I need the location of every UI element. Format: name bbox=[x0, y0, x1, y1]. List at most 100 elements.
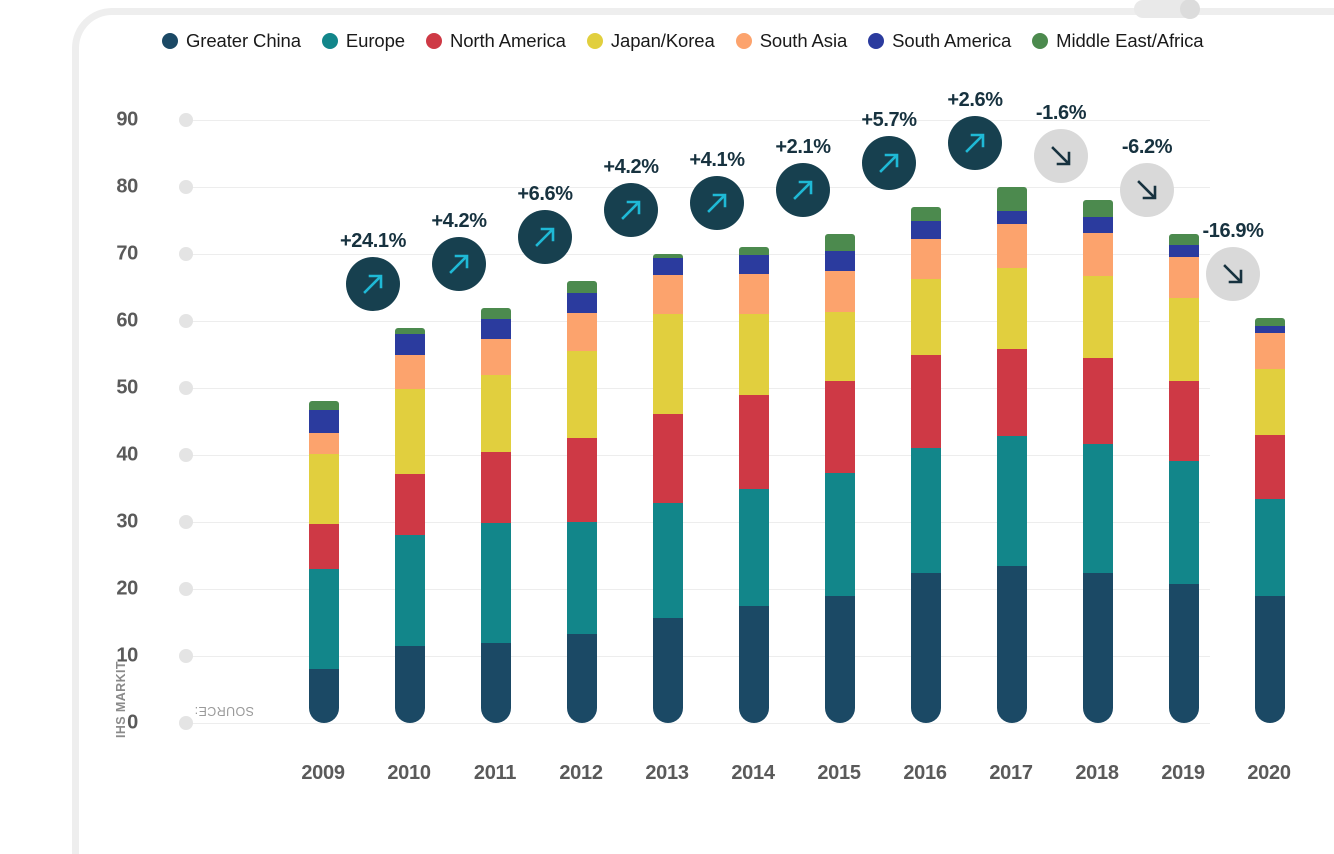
bar-segment[interactable] bbox=[739, 605, 769, 723]
bar-segment[interactable] bbox=[653, 502, 683, 618]
bar-segment[interactable] bbox=[567, 280, 597, 293]
bar-segment[interactable] bbox=[567, 313, 597, 351]
bar-segment[interactable] bbox=[1083, 217, 1113, 234]
bar-column-2019[interactable]: 2019 bbox=[1140, 105, 1226, 784]
bar-segment[interactable] bbox=[1255, 595, 1285, 723]
bar-segment[interactable] bbox=[997, 223, 1027, 269]
bar-column-2012[interactable]: 2012 bbox=[538, 105, 624, 784]
bar-segment[interactable] bbox=[1169, 584, 1199, 723]
growth-badge-2020[interactable]: -16.9% bbox=[1190, 220, 1276, 301]
bar-column-2014[interactable]: 2014 bbox=[710, 105, 796, 784]
bar-segment[interactable] bbox=[825, 251, 855, 271]
bar-segment[interactable] bbox=[911, 238, 941, 279]
bar-segment[interactable] bbox=[567, 292, 597, 313]
legend-item-europe[interactable]: Europe bbox=[321, 30, 405, 52]
bar-segment[interactable] bbox=[309, 568, 339, 670]
bar-segment[interactable] bbox=[481, 452, 511, 524]
bar-segment[interactable] bbox=[395, 535, 425, 646]
bar-segment[interactable] bbox=[997, 210, 1027, 224]
legend-item-greater_china[interactable]: Greater China bbox=[162, 30, 301, 52]
bar-segment[interactable] bbox=[1169, 461, 1199, 585]
bar-segment[interactable] bbox=[997, 268, 1027, 349]
bar-segment[interactable] bbox=[395, 645, 425, 723]
bar-segment[interactable] bbox=[1255, 434, 1285, 500]
bar-segment[interactable] bbox=[481, 339, 511, 376]
bar-segment[interactable] bbox=[739, 488, 769, 606]
bar-segment[interactable] bbox=[911, 572, 941, 723]
bar-segment[interactable] bbox=[911, 447, 941, 573]
bar-segment[interactable] bbox=[739, 395, 769, 489]
bar-segment[interactable] bbox=[1169, 233, 1199, 245]
stacked-bar[interactable] bbox=[309, 401, 339, 723]
bar-segment[interactable] bbox=[1083, 357, 1113, 445]
bar-segment[interactable] bbox=[653, 617, 683, 723]
growth-badge-2016[interactable]: +5.7% bbox=[846, 109, 932, 191]
bar-column-2013[interactable]: 2013 bbox=[624, 105, 710, 784]
bar-segment[interactable] bbox=[309, 410, 339, 433]
legend-item-japan_korea[interactable]: Japan/Korea bbox=[586, 30, 715, 52]
bar-segment[interactable] bbox=[1083, 444, 1113, 573]
bar-segment[interactable] bbox=[911, 278, 941, 355]
bar-segment[interactable] bbox=[653, 254, 683, 259]
bar-segment[interactable] bbox=[1255, 368, 1285, 435]
bar-segment[interactable] bbox=[1255, 325, 1285, 334]
bar-column-2015[interactable]: 2015 bbox=[796, 105, 882, 784]
bar-segment[interactable] bbox=[309, 524, 339, 569]
bar-column-2020[interactable]: 2020 bbox=[1226, 105, 1312, 784]
stacked-bar[interactable] bbox=[1255, 317, 1285, 723]
bar-column-2011[interactable]: 2011 bbox=[452, 105, 538, 784]
legend-item-south_america[interactable]: South America bbox=[868, 30, 1011, 52]
legend-item-south_asia[interactable]: South Asia bbox=[735, 30, 847, 52]
bar-segment[interactable] bbox=[997, 187, 1027, 211]
growth-badge-2010[interactable]: +24.1% bbox=[330, 230, 416, 311]
bar-segment[interactable] bbox=[739, 274, 769, 315]
bar-segment[interactable] bbox=[1169, 257, 1199, 298]
bar-column-2009[interactable]: 2009 bbox=[280, 105, 366, 784]
stacked-bar[interactable] bbox=[481, 307, 511, 723]
bar-column-2017[interactable]: 2017 bbox=[968, 105, 1054, 784]
stacked-bar[interactable] bbox=[825, 233, 855, 723]
bar-segment[interactable] bbox=[309, 432, 339, 455]
bar-segment[interactable] bbox=[739, 314, 769, 396]
bar-column-2016[interactable]: 2016 bbox=[882, 105, 968, 784]
bar-segment[interactable] bbox=[911, 354, 941, 448]
stacked-bar[interactable] bbox=[395, 327, 425, 723]
bar-segment[interactable] bbox=[825, 473, 855, 596]
bar-segment[interactable] bbox=[1083, 233, 1113, 277]
bar-segment[interactable] bbox=[481, 375, 511, 453]
bar-segment[interactable] bbox=[309, 401, 339, 411]
bar-segment[interactable] bbox=[1169, 297, 1199, 381]
bar-segment[interactable] bbox=[567, 522, 597, 634]
bar-segment[interactable] bbox=[1083, 276, 1113, 358]
bar-segment[interactable] bbox=[911, 220, 941, 239]
bar-segment[interactable] bbox=[1255, 317, 1285, 326]
bar-segment[interactable] bbox=[825, 311, 855, 382]
bar-segment[interactable] bbox=[825, 270, 855, 312]
bar-segment[interactable] bbox=[825, 233, 855, 252]
growth-badge-2013[interactable]: +4.2% bbox=[588, 156, 674, 237]
bar-segment[interactable] bbox=[997, 565, 1027, 723]
scrollbar-thumb[interactable] bbox=[1180, 0, 1200, 19]
bar-segment[interactable] bbox=[1169, 244, 1199, 258]
bar-segment[interactable] bbox=[1255, 333, 1285, 369]
growth-badge-2011[interactable]: +4.2% bbox=[416, 210, 502, 291]
legend-item-north_america[interactable]: North America bbox=[425, 30, 566, 52]
bar-segment[interactable] bbox=[481, 319, 511, 340]
legend-item-middle_east_africa[interactable]: Middle East/Africa bbox=[1032, 30, 1204, 52]
growth-badge-2012[interactable]: +6.6% bbox=[502, 183, 588, 264]
bar-segment[interactable] bbox=[1255, 499, 1285, 596]
bar-segment[interactable] bbox=[1083, 200, 1113, 218]
stacked-bar[interactable] bbox=[1169, 233, 1199, 723]
bar-segment[interactable] bbox=[481, 523, 511, 643]
bar-segment[interactable] bbox=[481, 307, 511, 320]
bar-segment[interactable] bbox=[395, 473, 425, 536]
bar-segment[interactable] bbox=[1083, 572, 1113, 723]
bar-segment[interactable] bbox=[567, 437, 597, 523]
bar-segment[interactable] bbox=[395, 388, 425, 474]
growth-badge-2018[interactable]: -1.6% bbox=[1018, 102, 1104, 184]
bar-segment[interactable] bbox=[395, 354, 425, 389]
bar-segment[interactable] bbox=[309, 669, 339, 723]
bar-segment[interactable] bbox=[739, 254, 769, 275]
bar-segment[interactable] bbox=[653, 313, 683, 415]
bar-segment[interactable] bbox=[1169, 380, 1199, 462]
